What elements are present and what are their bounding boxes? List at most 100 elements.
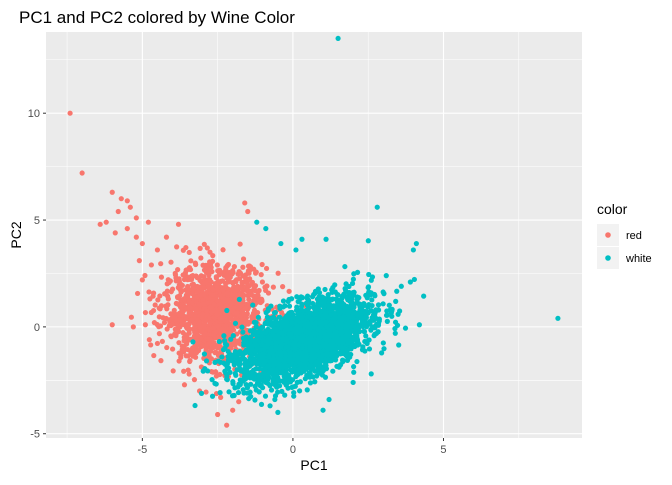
point-red [231,264,237,270]
point-white [248,337,254,344]
legend-swatch-white [605,255,611,261]
point-red [258,272,264,278]
point-red [142,272,148,279]
point-white [304,293,311,299]
point-white [222,338,228,344]
point-red [176,340,182,346]
point-white [333,296,339,302]
point-white [263,225,269,232]
point-red [169,286,176,292]
point-white [369,297,375,303]
point-white [421,293,427,299]
point-red [198,344,204,350]
point-red [232,297,238,303]
point-red [133,215,139,221]
point-red [210,253,216,259]
point-red [220,270,226,276]
point-white [320,326,326,333]
point-red [159,338,165,345]
point-red [211,301,217,307]
point-white [327,358,333,364]
point-white [278,240,284,247]
point-red [124,225,130,232]
point-red [176,317,183,323]
point-white [274,377,281,383]
point-red [165,293,171,299]
point-white [335,35,341,42]
point-red [164,326,170,332]
point-white [300,317,306,324]
point-white [309,331,315,337]
point-red [189,290,195,297]
point-white [336,364,342,370]
point-white [384,312,390,318]
point-white [258,401,265,407]
point-white [267,339,273,345]
point-white [355,312,361,318]
point-red [220,287,226,293]
point-white [270,380,276,386]
point-white [263,310,269,316]
point-white [402,325,409,331]
point-white [411,276,417,283]
point-red [237,292,243,298]
point-white [362,338,368,345]
point-red [203,269,210,276]
point-white [270,330,276,336]
point-red [180,272,186,278]
series-white-points [190,35,561,415]
point-red [242,275,249,281]
point-white [283,352,289,358]
point-red [217,316,224,322]
x-axis: -5 0 5 [137,438,447,456]
point-white [393,298,399,304]
point-white [233,359,239,366]
point-white [270,376,276,382]
point-white [267,403,273,409]
point-white [394,288,400,294]
point-white [294,351,300,357]
point-white [291,346,298,352]
point-white [275,332,281,339]
point-red [199,311,206,317]
point-red [204,245,210,251]
point-white [268,370,274,376]
point-white [310,352,316,358]
point-red [192,328,199,335]
point-white [287,379,294,385]
point-white [282,327,288,334]
point-white [337,351,344,357]
point-white [259,341,265,348]
point-red [228,307,235,314]
point-white [230,332,236,339]
point-red [173,300,179,307]
point-red [239,279,245,286]
point-red [185,346,191,353]
point-white [322,302,328,309]
point-white [360,303,367,309]
point-white [307,363,313,369]
point-red [207,304,213,310]
point-white [345,312,351,318]
point-white [347,338,354,344]
point-red [145,219,151,225]
point-white [271,321,278,327]
point-white [253,331,259,337]
point-white [311,323,318,329]
point-red [265,290,272,296]
point-red [263,265,270,272]
point-white [262,330,269,336]
point-white [225,357,231,363]
y-tick-label: 5 [34,215,40,227]
point-white [383,273,389,279]
point-white [298,303,305,310]
point-red [172,270,178,276]
point-white [323,363,329,369]
point-white [248,343,254,349]
point-white [293,337,299,343]
point-red [169,321,176,327]
point-white [272,309,279,316]
point-red [250,292,256,299]
point-white [260,351,266,357]
point-red [185,290,191,296]
